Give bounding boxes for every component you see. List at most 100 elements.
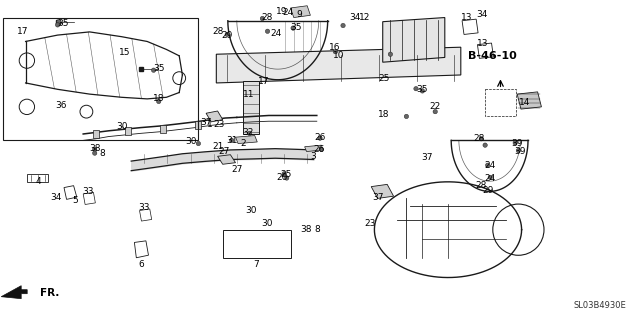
Text: 19: 19 — [276, 7, 287, 16]
Circle shape — [319, 147, 323, 152]
Circle shape — [266, 29, 269, 33]
Polygon shape — [218, 155, 236, 164]
Text: 7: 7 — [253, 260, 259, 269]
Circle shape — [230, 138, 234, 143]
Circle shape — [341, 23, 345, 28]
Circle shape — [333, 49, 337, 54]
Circle shape — [404, 114, 408, 119]
Text: 24: 24 — [484, 161, 495, 170]
Circle shape — [488, 175, 492, 180]
Circle shape — [433, 109, 437, 114]
Text: 25: 25 — [378, 74, 390, 83]
Text: B-46-10: B-46-10 — [468, 51, 517, 61]
Circle shape — [513, 141, 517, 145]
Circle shape — [157, 99, 161, 104]
Circle shape — [260, 16, 264, 21]
Circle shape — [516, 148, 520, 153]
Text: 38: 38 — [300, 225, 312, 234]
Text: 5: 5 — [73, 197, 78, 205]
Polygon shape — [383, 18, 445, 62]
Text: 23: 23 — [364, 219, 376, 228]
Circle shape — [56, 23, 60, 27]
Text: 27: 27 — [231, 165, 243, 174]
Text: 35: 35 — [153, 64, 164, 73]
Text: 28: 28 — [476, 181, 487, 189]
Text: 14: 14 — [519, 98, 531, 107]
Text: 3: 3 — [311, 152, 316, 161]
Circle shape — [285, 176, 289, 180]
Text: 9: 9 — [297, 10, 302, 19]
Text: 2: 2 — [241, 139, 246, 148]
Text: 35: 35 — [417, 85, 428, 94]
Circle shape — [152, 68, 156, 72]
Text: FR.: FR. — [40, 288, 59, 298]
Text: 24: 24 — [484, 174, 495, 182]
Text: 18: 18 — [378, 110, 390, 119]
Circle shape — [291, 26, 295, 30]
Text: 6: 6 — [138, 260, 143, 269]
Text: 30: 30 — [262, 219, 273, 228]
Circle shape — [479, 137, 483, 141]
Circle shape — [93, 147, 97, 152]
Polygon shape — [1, 286, 27, 299]
Circle shape — [225, 32, 229, 37]
Text: SL03B4930E: SL03B4930E — [573, 301, 626, 310]
Circle shape — [318, 136, 322, 140]
Text: 37: 37 — [421, 153, 433, 162]
Text: 37: 37 — [200, 118, 212, 127]
Polygon shape — [517, 92, 541, 109]
Text: 16: 16 — [329, 43, 340, 52]
Circle shape — [93, 151, 97, 155]
Text: 11: 11 — [243, 90, 254, 99]
Polygon shape — [243, 81, 259, 134]
Bar — [485, 89, 516, 116]
Text: 27: 27 — [218, 147, 230, 156]
Text: 1: 1 — [207, 120, 212, 129]
Text: 23: 23 — [213, 120, 225, 129]
Text: 12: 12 — [359, 13, 371, 22]
Polygon shape — [216, 47, 461, 83]
Text: 21: 21 — [212, 142, 223, 151]
Text: 34: 34 — [349, 13, 361, 22]
Text: 39: 39 — [511, 139, 523, 148]
Text: 25: 25 — [280, 170, 292, 179]
Polygon shape — [371, 184, 394, 198]
Text: 15: 15 — [119, 48, 131, 57]
Bar — [195, 121, 202, 129]
Polygon shape — [305, 145, 323, 152]
Text: 26: 26 — [313, 145, 324, 154]
Text: 28: 28 — [262, 13, 273, 22]
Circle shape — [414, 86, 418, 91]
Circle shape — [420, 89, 424, 93]
Text: 30: 30 — [185, 137, 196, 146]
Text: 28: 28 — [212, 27, 223, 36]
Text: 35: 35 — [57, 19, 68, 28]
Text: 31: 31 — [226, 136, 237, 145]
Polygon shape — [236, 136, 257, 144]
Text: 34: 34 — [476, 10, 488, 19]
Circle shape — [248, 131, 252, 136]
Text: 33: 33 — [83, 187, 94, 196]
Text: 17: 17 — [258, 77, 269, 86]
Text: 28: 28 — [473, 134, 484, 143]
Text: 30: 30 — [246, 206, 257, 215]
Circle shape — [483, 143, 487, 147]
Text: 37: 37 — [372, 193, 383, 202]
Text: 13: 13 — [461, 13, 473, 22]
Polygon shape — [206, 111, 223, 122]
Polygon shape — [291, 6, 310, 18]
Text: 8: 8 — [100, 149, 105, 158]
Circle shape — [388, 52, 392, 56]
Text: 36: 36 — [55, 101, 67, 110]
Text: 13: 13 — [477, 39, 489, 48]
Text: 17: 17 — [17, 27, 29, 36]
Text: 30: 30 — [116, 122, 127, 130]
Text: 26: 26 — [314, 133, 326, 142]
Bar — [125, 127, 131, 135]
Text: 38: 38 — [89, 144, 100, 153]
Bar — [93, 130, 99, 138]
Text: 18: 18 — [153, 94, 164, 103]
Circle shape — [282, 172, 286, 176]
Circle shape — [486, 163, 490, 167]
Text: 33: 33 — [138, 203, 150, 212]
